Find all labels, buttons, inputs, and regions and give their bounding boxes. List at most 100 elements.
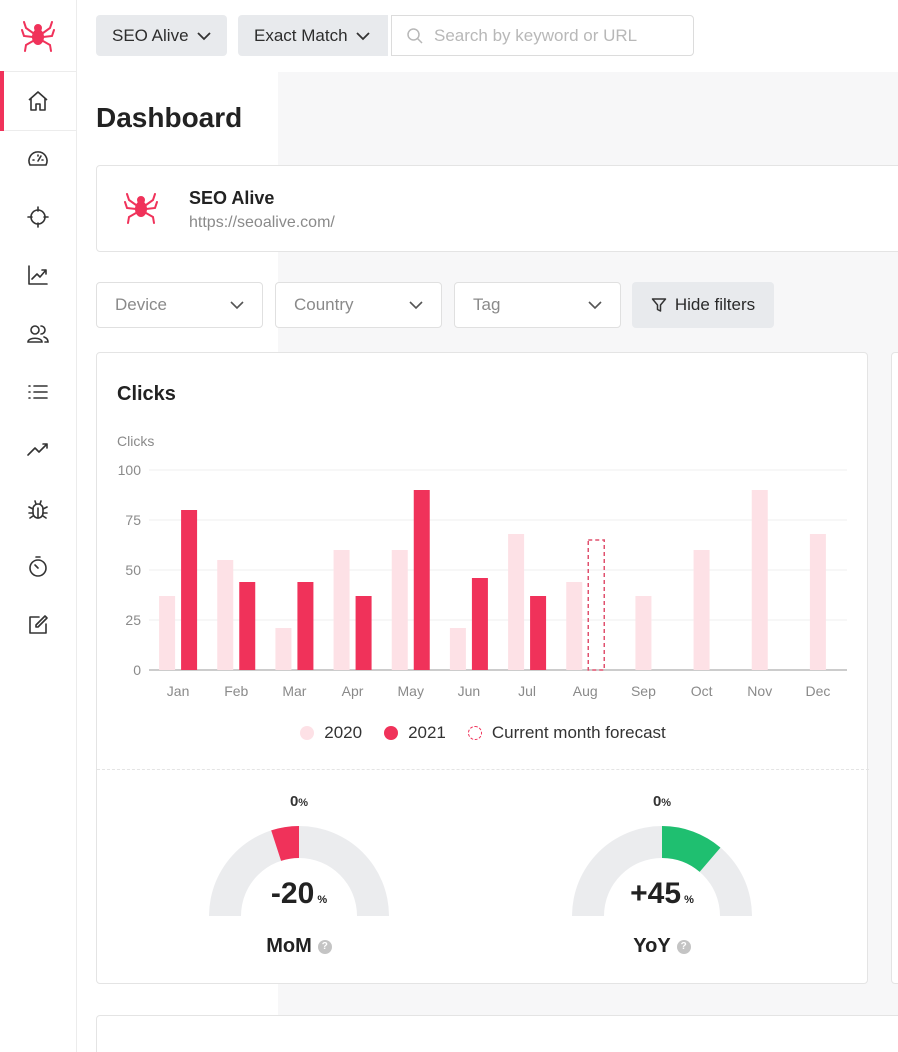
- device-filter[interactable]: Device: [96, 282, 263, 328]
- bar-2020: [275, 628, 292, 670]
- x-tick-label: Apr: [342, 683, 364, 699]
- bar-2021: [297, 582, 314, 670]
- chevron-down-icon: [588, 301, 602, 310]
- trend-icon: [27, 443, 48, 456]
- search-box: [391, 15, 694, 56]
- home-icon: [28, 91, 48, 111]
- bar-2021: [530, 596, 547, 670]
- mom-value: -20 %: [270, 877, 328, 910]
- legend-item-2020[interactable]: 2020: [300, 723, 362, 743]
- legend-label: 2021: [408, 723, 446, 742]
- sidebar-item-list[interactable]: [0, 370, 76, 414]
- project-dropdown-label: SEO Alive: [112, 25, 189, 45]
- site-card[interactable]: SEO Alive https://seoalive.com/: [96, 165, 898, 252]
- x-tick-label: Dec: [805, 683, 830, 699]
- yoy-gauge-arc: [572, 826, 752, 916]
- sidebar-item-analytics[interactable]: [0, 253, 76, 297]
- legend-swatch: [384, 726, 399, 740]
- filter-icon: [651, 298, 667, 312]
- yoy-gauge: 0% +45 % YoY?: [572, 793, 752, 963]
- match-type-dropdown[interactable]: Exact Match: [238, 15, 388, 56]
- project-dropdown[interactable]: SEO Alive: [96, 15, 227, 56]
- x-tick-label: Oct: [691, 683, 713, 699]
- sidebar-item-speed[interactable]: [0, 137, 76, 181]
- chevron-down-icon: [409, 301, 423, 310]
- page-title: Dashboard: [96, 102, 243, 133]
- spider-logo-icon[interactable]: [20, 18, 56, 54]
- device-filter-label: Device: [115, 295, 167, 314]
- x-tick-label: Sep: [631, 683, 656, 699]
- sidebar-item-target[interactable]: [0, 195, 76, 239]
- country-filter[interactable]: Country: [275, 282, 442, 328]
- bar-2020: [333, 550, 350, 670]
- divider: [97, 769, 869, 770]
- yoy-value: +45 %: [630, 877, 694, 910]
- bar-2020: [809, 534, 826, 670]
- tag-filter-label: Tag: [473, 295, 501, 314]
- bar-2020: [508, 534, 525, 670]
- users-icon: [27, 325, 49, 343]
- x-tick-label: Jun: [458, 683, 481, 699]
- x-tick-label: Jan: [167, 683, 190, 699]
- clicks-chart-card: Clicks Clicks 0 25 50 75 100 Jan Feb Mar Apr May J…: [96, 352, 869, 984]
- country-filter-label: Country: [294, 295, 354, 314]
- side-card: [891, 352, 898, 984]
- chart-title: Clicks: [117, 383, 176, 405]
- help-icon[interactable]: ?: [317, 939, 332, 954]
- match-type-label: Exact Match: [254, 25, 348, 45]
- spider-logo-icon: [124, 193, 158, 224]
- help-icon[interactable]: ?: [676, 939, 691, 954]
- legend-label: Current month forecast: [491, 723, 666, 742]
- sidebar-item-home[interactable]: [0, 71, 76, 131]
- search-icon: [407, 27, 423, 44]
- list-icon: [28, 385, 48, 399]
- legend-item-forecast[interactable]: Current month forecast: [467, 723, 666, 743]
- sidebar-item-edit[interactable]: [0, 603, 76, 647]
- hide-filters-label: Hide filters: [674, 295, 756, 314]
- chevron-down-icon: [230, 301, 244, 310]
- bar-forecast: [587, 539, 605, 671]
- mom-gauge: 0% -20 % MoM?: [209, 793, 389, 963]
- bar-2020: [693, 550, 710, 670]
- tag-filter[interactable]: Tag: [454, 282, 621, 328]
- hide-filters-button[interactable]: Hide filters: [632, 282, 774, 328]
- crosshair-icon: [27, 206, 49, 228]
- top-bar: SEO Alive Exact Match: [77, 0, 898, 72]
- sidebar-item-bugs[interactable]: [0, 487, 76, 531]
- x-tick-label: May: [398, 683, 424, 699]
- bar-2021: [471, 578, 488, 670]
- bar-2021: [239, 582, 256, 670]
- y-axis-label: Clicks: [117, 433, 155, 449]
- bar-2020: [635, 596, 652, 670]
- timer-icon: [29, 556, 47, 577]
- legend-label: 2020: [324, 723, 363, 742]
- sidebar-item-trend[interactable]: [0, 428, 76, 472]
- chevron-down-icon: [196, 31, 211, 40]
- y-tick-label: 50: [125, 562, 141, 578]
- site-name: SEO Alive: [189, 188, 275, 208]
- search-input[interactable]: [434, 25, 674, 46]
- y-tick-label: 0: [133, 662, 141, 678]
- sidebar-item-timer[interactable]: [0, 545, 76, 589]
- bar-2020: [751, 490, 768, 670]
- sidebar-item-users[interactable]: [0, 312, 76, 356]
- chart-up-icon: [28, 265, 48, 285]
- gauge-zero-label: 0%: [289, 793, 309, 810]
- bar-2021: [413, 490, 430, 670]
- x-tick-label: Aug: [573, 683, 598, 699]
- sidebar: [0, 0, 77, 1052]
- yoy-label: YoY?: [572, 935, 752, 958]
- y-tick-label: 25: [125, 612, 141, 628]
- x-tick-label: Jul: [518, 683, 536, 699]
- clicks-bar-chart: 0 25 50 75 100 Jan Feb Mar Apr May Jun Jul Aug Sep Oct…: [118, 462, 847, 699]
- edit-icon: [29, 615, 48, 634]
- legend-swatch: [300, 726, 315, 740]
- x-tick-label: Feb: [224, 683, 248, 699]
- site-url: https://seoalive.com/: [189, 214, 335, 231]
- gauge-track: [209, 826, 389, 916]
- bar-2020: [159, 596, 176, 670]
- x-tick-label: Nov: [747, 683, 772, 699]
- bar-2021: [355, 596, 372, 670]
- legend-item-2021[interactable]: 2021: [384, 723, 446, 743]
- bug-icon: [28, 500, 48, 519]
